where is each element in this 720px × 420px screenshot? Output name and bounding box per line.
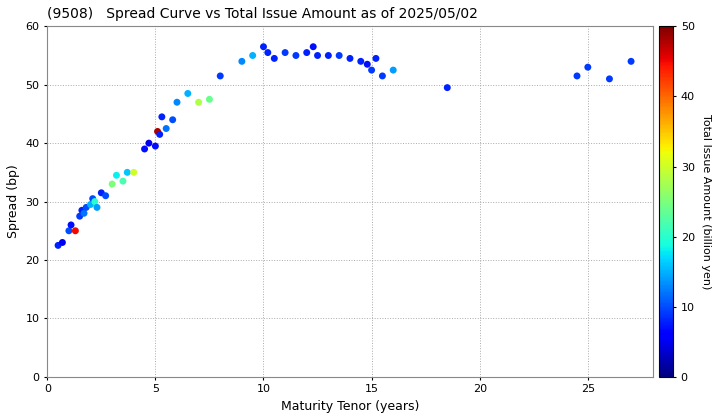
Point: [366, 67, 377, 74]
Point: [269, 55, 280, 62]
Point: [128, 169, 140, 176]
Point: [70, 227, 81, 234]
Point: [63, 227, 75, 234]
Point: [139, 146, 150, 152]
Point: [387, 67, 399, 74]
Point: [571, 73, 582, 79]
Point: [152, 128, 163, 135]
Point: [143, 140, 155, 147]
Point: [167, 116, 179, 123]
Point: [204, 96, 215, 102]
Point: [312, 52, 323, 59]
Point: [81, 204, 92, 211]
Point: [361, 61, 373, 68]
Point: [247, 52, 258, 59]
Text: (9508)   Spread Curve vs Total Issue Amount as of 2025/05/02: (9508) Spread Curve vs Total Issue Amoun…: [48, 7, 478, 21]
Point: [122, 169, 133, 176]
Point: [154, 131, 166, 138]
Point: [100, 192, 112, 199]
Point: [355, 58, 366, 65]
Point: [441, 84, 453, 91]
Y-axis label: Spread (bp): Spread (bp): [7, 165, 20, 239]
Point: [117, 178, 129, 184]
Point: [57, 239, 68, 246]
Point: [78, 210, 90, 217]
Point: [344, 55, 356, 62]
Point: [171, 99, 183, 105]
Point: [377, 73, 388, 79]
Point: [307, 43, 319, 50]
Point: [66, 222, 77, 228]
Point: [258, 43, 269, 50]
Point: [625, 58, 636, 65]
Point: [150, 143, 161, 150]
Point: [301, 49, 312, 56]
Point: [156, 113, 168, 120]
Point: [182, 90, 194, 97]
Point: [603, 76, 615, 82]
Point: [333, 52, 345, 59]
Point: [215, 73, 226, 79]
Point: [323, 52, 334, 59]
Y-axis label: Total Issue Amount (billion yen): Total Issue Amount (billion yen): [701, 114, 711, 289]
Point: [262, 49, 274, 56]
Point: [85, 201, 96, 208]
Point: [89, 198, 101, 205]
Point: [236, 58, 248, 65]
Point: [96, 189, 107, 196]
Point: [87, 195, 99, 202]
Point: [53, 242, 64, 249]
Point: [193, 99, 204, 105]
Point: [279, 49, 291, 56]
Point: [76, 207, 88, 214]
Point: [107, 181, 118, 187]
Point: [161, 125, 172, 132]
Point: [290, 52, 302, 59]
Point: [91, 204, 103, 211]
Point: [74, 213, 86, 220]
Point: [111, 172, 122, 178]
Point: [370, 55, 382, 62]
X-axis label: Maturity Tenor (years): Maturity Tenor (years): [281, 400, 419, 413]
Point: [582, 64, 593, 71]
